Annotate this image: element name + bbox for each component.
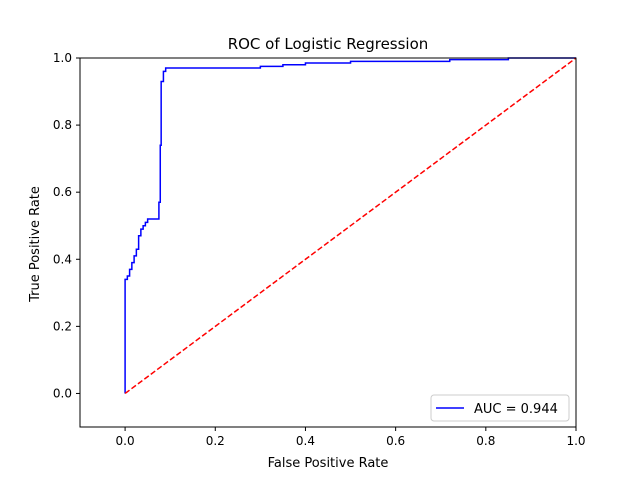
y-tick-label: 1.0 — [53, 51, 72, 65]
legend: AUC = 0.944 — [430, 394, 570, 422]
plot-area — [124, 57, 577, 395]
x-tick-label: 0.0 — [116, 434, 135, 448]
x-axis-title: False Positive Rate — [268, 456, 389, 471]
axes: 0.0 0.2 0.4 0.6 0.8 1.0 0.0 0.2 0.4 0.6 0.8 1.0 — [53, 51, 586, 448]
x-tick-label: 0.2 — [206, 434, 225, 448]
x-tick-label: 0.4 — [296, 434, 315, 448]
chart-title: ROC of Logistic Regression — [228, 35, 429, 53]
x-tick-label: 0.6 — [386, 434, 405, 448]
y-tick-label: 0.4 — [53, 252, 72, 266]
y-tick-label: 0.6 — [53, 185, 72, 199]
y-tick-label: 0.8 — [53, 118, 72, 132]
axes-frame — [79, 57, 577, 428]
legend-box — [430, 394, 570, 422]
y-tick-label: 0.0 — [53, 386, 72, 400]
chance-diagonal-line — [124, 57, 577, 395]
legend-label: AUC = 0.944 — [474, 402, 558, 417]
y-tick-label: 0.2 — [53, 319, 72, 333]
y-axis-title: True Positive Rate — [28, 186, 43, 303]
x-tick-label: 0.8 — [476, 434, 495, 448]
roc-curve-line — [124, 57, 576, 394]
x-tick-label: 1.0 — [566, 434, 585, 448]
